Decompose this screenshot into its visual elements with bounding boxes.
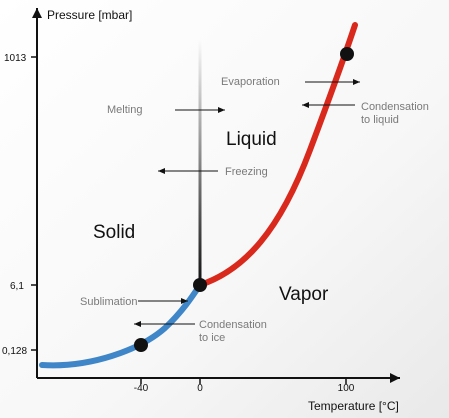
sublimation-curve bbox=[39, 282, 203, 369]
triple-point bbox=[193, 278, 207, 292]
x-axis-label: Temperature [°C] bbox=[308, 399, 399, 413]
freezing-label: Freezing bbox=[225, 166, 268, 178]
x-tick-label-0: 0 bbox=[197, 383, 203, 394]
y-tick-label-6-1: 6,1 bbox=[10, 281, 24, 292]
vaporization-curve bbox=[197, 22, 358, 288]
point-neg40 bbox=[134, 338, 148, 352]
boiling-point bbox=[340, 47, 354, 61]
melting-line bbox=[198, 40, 202, 285]
sublimation-label: Sublimation bbox=[80, 296, 137, 308]
melting-label: Melting bbox=[107, 104, 142, 116]
condensation-ice-label-1: Condensation bbox=[199, 319, 267, 331]
condensation-liquid-label-1: Condensation bbox=[361, 101, 429, 113]
evaporation-label: Evaporation bbox=[221, 76, 280, 88]
y-axis-label: Pressure [mbar] bbox=[47, 8, 132, 22]
region-vapor: Vapor bbox=[279, 284, 329, 305]
condensation-ice-label-2: to ice bbox=[199, 332, 225, 344]
y-tick-label-1013: 1013 bbox=[4, 53, 27, 64]
x-tick-label-neg40: -40 bbox=[134, 383, 149, 394]
x-tick-label-100: 100 bbox=[338, 383, 355, 394]
region-liquid: Liquid bbox=[226, 129, 277, 150]
region-solid: Solid bbox=[93, 222, 135, 243]
condensation-liquid-label-2: to liquid bbox=[361, 114, 399, 126]
y-tick-label-0-128: 0,128 bbox=[2, 346, 27, 357]
